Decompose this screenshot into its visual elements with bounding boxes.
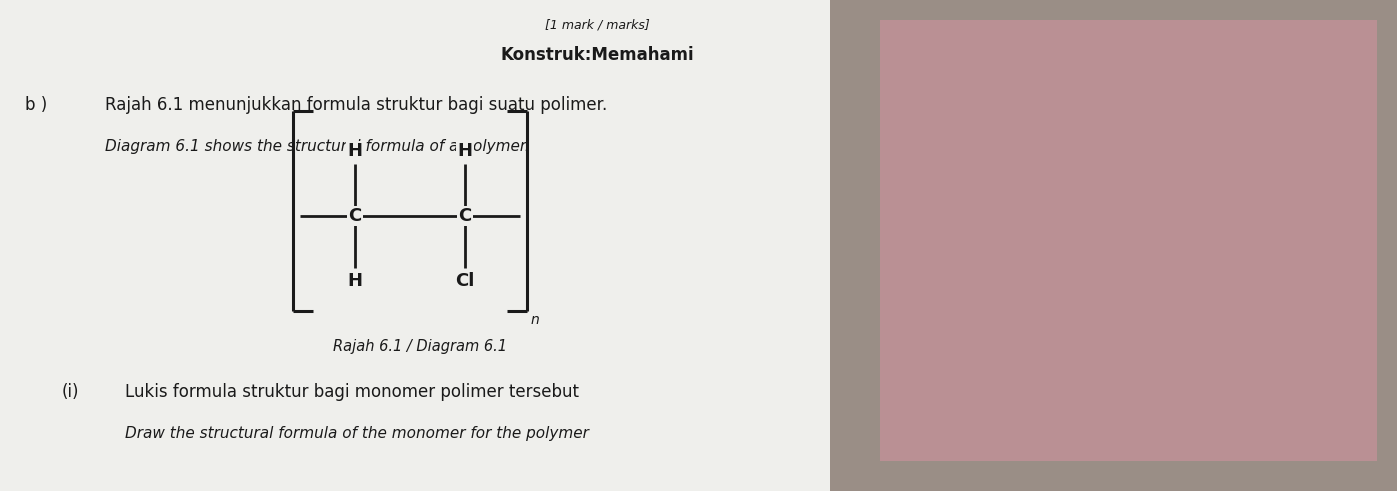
Text: H: H [348, 142, 362, 160]
Text: C: C [458, 207, 472, 225]
Text: [1 mark / marks]: [1 mark / marks] [545, 19, 650, 32]
Bar [830, 0, 1397, 491]
Text: Diagram 6.1 shows the structural formula of a polymer.: Diagram 6.1 shows the structural formula… [105, 139, 529, 154]
Text: Draw the structural formula of the monomer for the polymer: Draw the structural formula of the monom… [124, 426, 590, 441]
Bar [0, 0, 830, 491]
Text: Cl: Cl [455, 272, 475, 290]
Text: (i): (i) [61, 383, 80, 401]
Text: Konstruk:Memahami: Konstruk:Memahami [500, 46, 694, 64]
Text: Rajah 6.1 / Diagram 6.1: Rajah 6.1 / Diagram 6.1 [332, 339, 507, 354]
Text: H: H [348, 272, 362, 290]
Text: C: C [348, 207, 362, 225]
Text: b ): b ) [25, 96, 47, 114]
Text: H: H [457, 142, 472, 160]
Bar [880, 20, 1377, 461]
Text: n: n [531, 313, 539, 327]
Text: Lukis formula struktur bagi monomer polimer tersebut: Lukis formula struktur bagi monomer poli… [124, 383, 578, 401]
Text: Rajah 6.1 menunjukkan formula struktur bagi suatu polimer.: Rajah 6.1 menunjukkan formula struktur b… [105, 96, 608, 114]
